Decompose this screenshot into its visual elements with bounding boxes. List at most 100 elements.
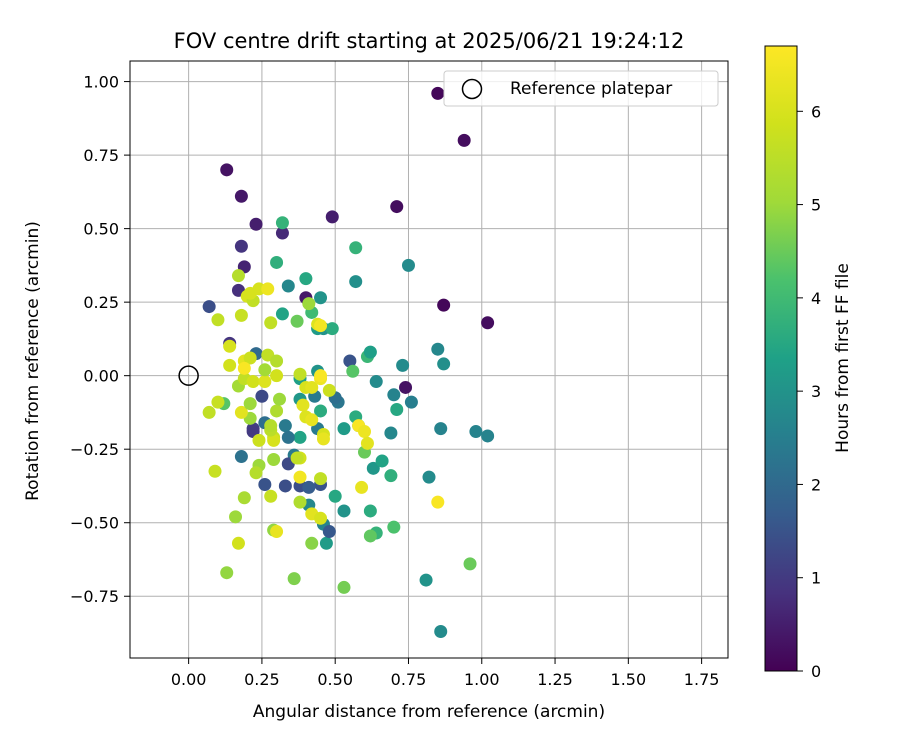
data-point [387, 520, 401, 534]
data-point [481, 316, 495, 330]
data-point [469, 425, 483, 439]
data-point [281, 279, 295, 293]
data-point [270, 525, 284, 539]
colorbar-tick-label: 3 [811, 382, 821, 401]
data-point [384, 426, 398, 440]
colorbar-tick-label: 6 [811, 102, 821, 121]
data-point [387, 388, 401, 402]
data-point [231, 269, 245, 283]
colorbar-gradient [764, 45, 798, 672]
data-point [290, 451, 304, 465]
data-point [220, 163, 234, 177]
data-point [463, 557, 477, 571]
data-point [278, 479, 292, 493]
data-point [234, 189, 248, 203]
data-point [223, 339, 237, 353]
data-point [305, 536, 319, 550]
y-tick-label: −0.75 [70, 587, 119, 606]
data-point [258, 375, 272, 389]
x-axis-ticks: 0.00 0.25 0.50 0.75 1.00 1.25 1.50 1.75 [171, 658, 720, 689]
data-point [237, 491, 251, 505]
data-point [457, 133, 471, 147]
data-point [337, 422, 351, 436]
data-point [384, 469, 398, 483]
data-point [270, 369, 284, 383]
data-point [363, 345, 377, 359]
y-tick-label: 1.00 [83, 73, 119, 92]
data-point [275, 216, 289, 230]
data-point [346, 364, 360, 378]
data-point [314, 319, 328, 333]
data-point [358, 425, 372, 439]
data-point [437, 357, 451, 371]
y-tick-label: −0.50 [70, 514, 119, 533]
data-point [369, 375, 383, 389]
grid [130, 61, 728, 658]
data-point [360, 436, 374, 450]
data-point [349, 241, 363, 255]
y-tick-label: −0.25 [70, 440, 119, 459]
colorbar-tick-label: 5 [811, 196, 821, 215]
data-point [275, 226, 289, 240]
data-point [419, 573, 433, 587]
data-point [234, 405, 248, 419]
x-tick-label: 1.50 [611, 670, 647, 689]
data-point [231, 536, 245, 550]
data-point [293, 470, 307, 484]
data-point [275, 307, 289, 321]
data-point [305, 380, 319, 394]
data-point [293, 495, 307, 509]
data-point [293, 367, 307, 381]
data-point [270, 255, 284, 269]
data-point [299, 272, 313, 286]
y-tick-label: 0.00 [83, 367, 119, 386]
data-point [302, 297, 316, 311]
data-point [316, 432, 330, 446]
data-point [255, 389, 269, 403]
colorbar-label: Hours from first FF file [833, 263, 853, 453]
y-axis-ticks: −0.75 −0.50 −0.25 0.00 0.25 0.50 0.75 1.00 [70, 73, 130, 606]
legend-label: Reference platepar [510, 79, 672, 99]
colorbar-tick-label: 2 [811, 475, 821, 494]
data-point [258, 477, 272, 491]
data-point [267, 433, 281, 447]
colorbar-tick-label: 1 [811, 569, 821, 588]
data-point [243, 397, 257, 411]
data-point [202, 300, 216, 314]
data-point [314, 511, 328, 525]
data-point [234, 239, 248, 253]
data-point [223, 358, 237, 372]
data-point [290, 314, 304, 328]
data-point [270, 404, 284, 418]
data-point [325, 210, 339, 224]
data-point [349, 275, 363, 289]
x-tick-label: 1.25 [537, 670, 573, 689]
colorbar-tick-label: 4 [811, 289, 821, 308]
data-point [396, 358, 410, 372]
reference-marker-layer [178, 365, 199, 386]
data-point [322, 525, 336, 539]
data-point [264, 489, 278, 503]
chart-title: FOV centre drift starting at 2025/06/21 … [174, 29, 685, 53]
data-point [202, 405, 216, 419]
y-tick-label: 0.25 [83, 293, 119, 312]
data-point [404, 395, 418, 409]
data-point [305, 413, 319, 427]
x-tick-label: 0.75 [391, 670, 427, 689]
colorbar: 0 1 2 3 4 5 6 Hours from first FF file [764, 45, 853, 681]
x-tick-label: 0.25 [244, 670, 280, 689]
data-point [234, 450, 248, 464]
data-point [249, 466, 263, 480]
data-point [211, 395, 225, 409]
x-tick-label: 0.50 [317, 670, 353, 689]
data-point [431, 495, 445, 509]
reference-platepar-marker [178, 365, 199, 386]
data-point [314, 369, 328, 383]
data-point [434, 422, 448, 436]
data-point [319, 536, 333, 550]
x-tick-label: 1.75 [684, 670, 720, 689]
data-point [481, 429, 495, 443]
x-tick-label: 1.00 [464, 670, 500, 689]
data-point [431, 86, 445, 100]
